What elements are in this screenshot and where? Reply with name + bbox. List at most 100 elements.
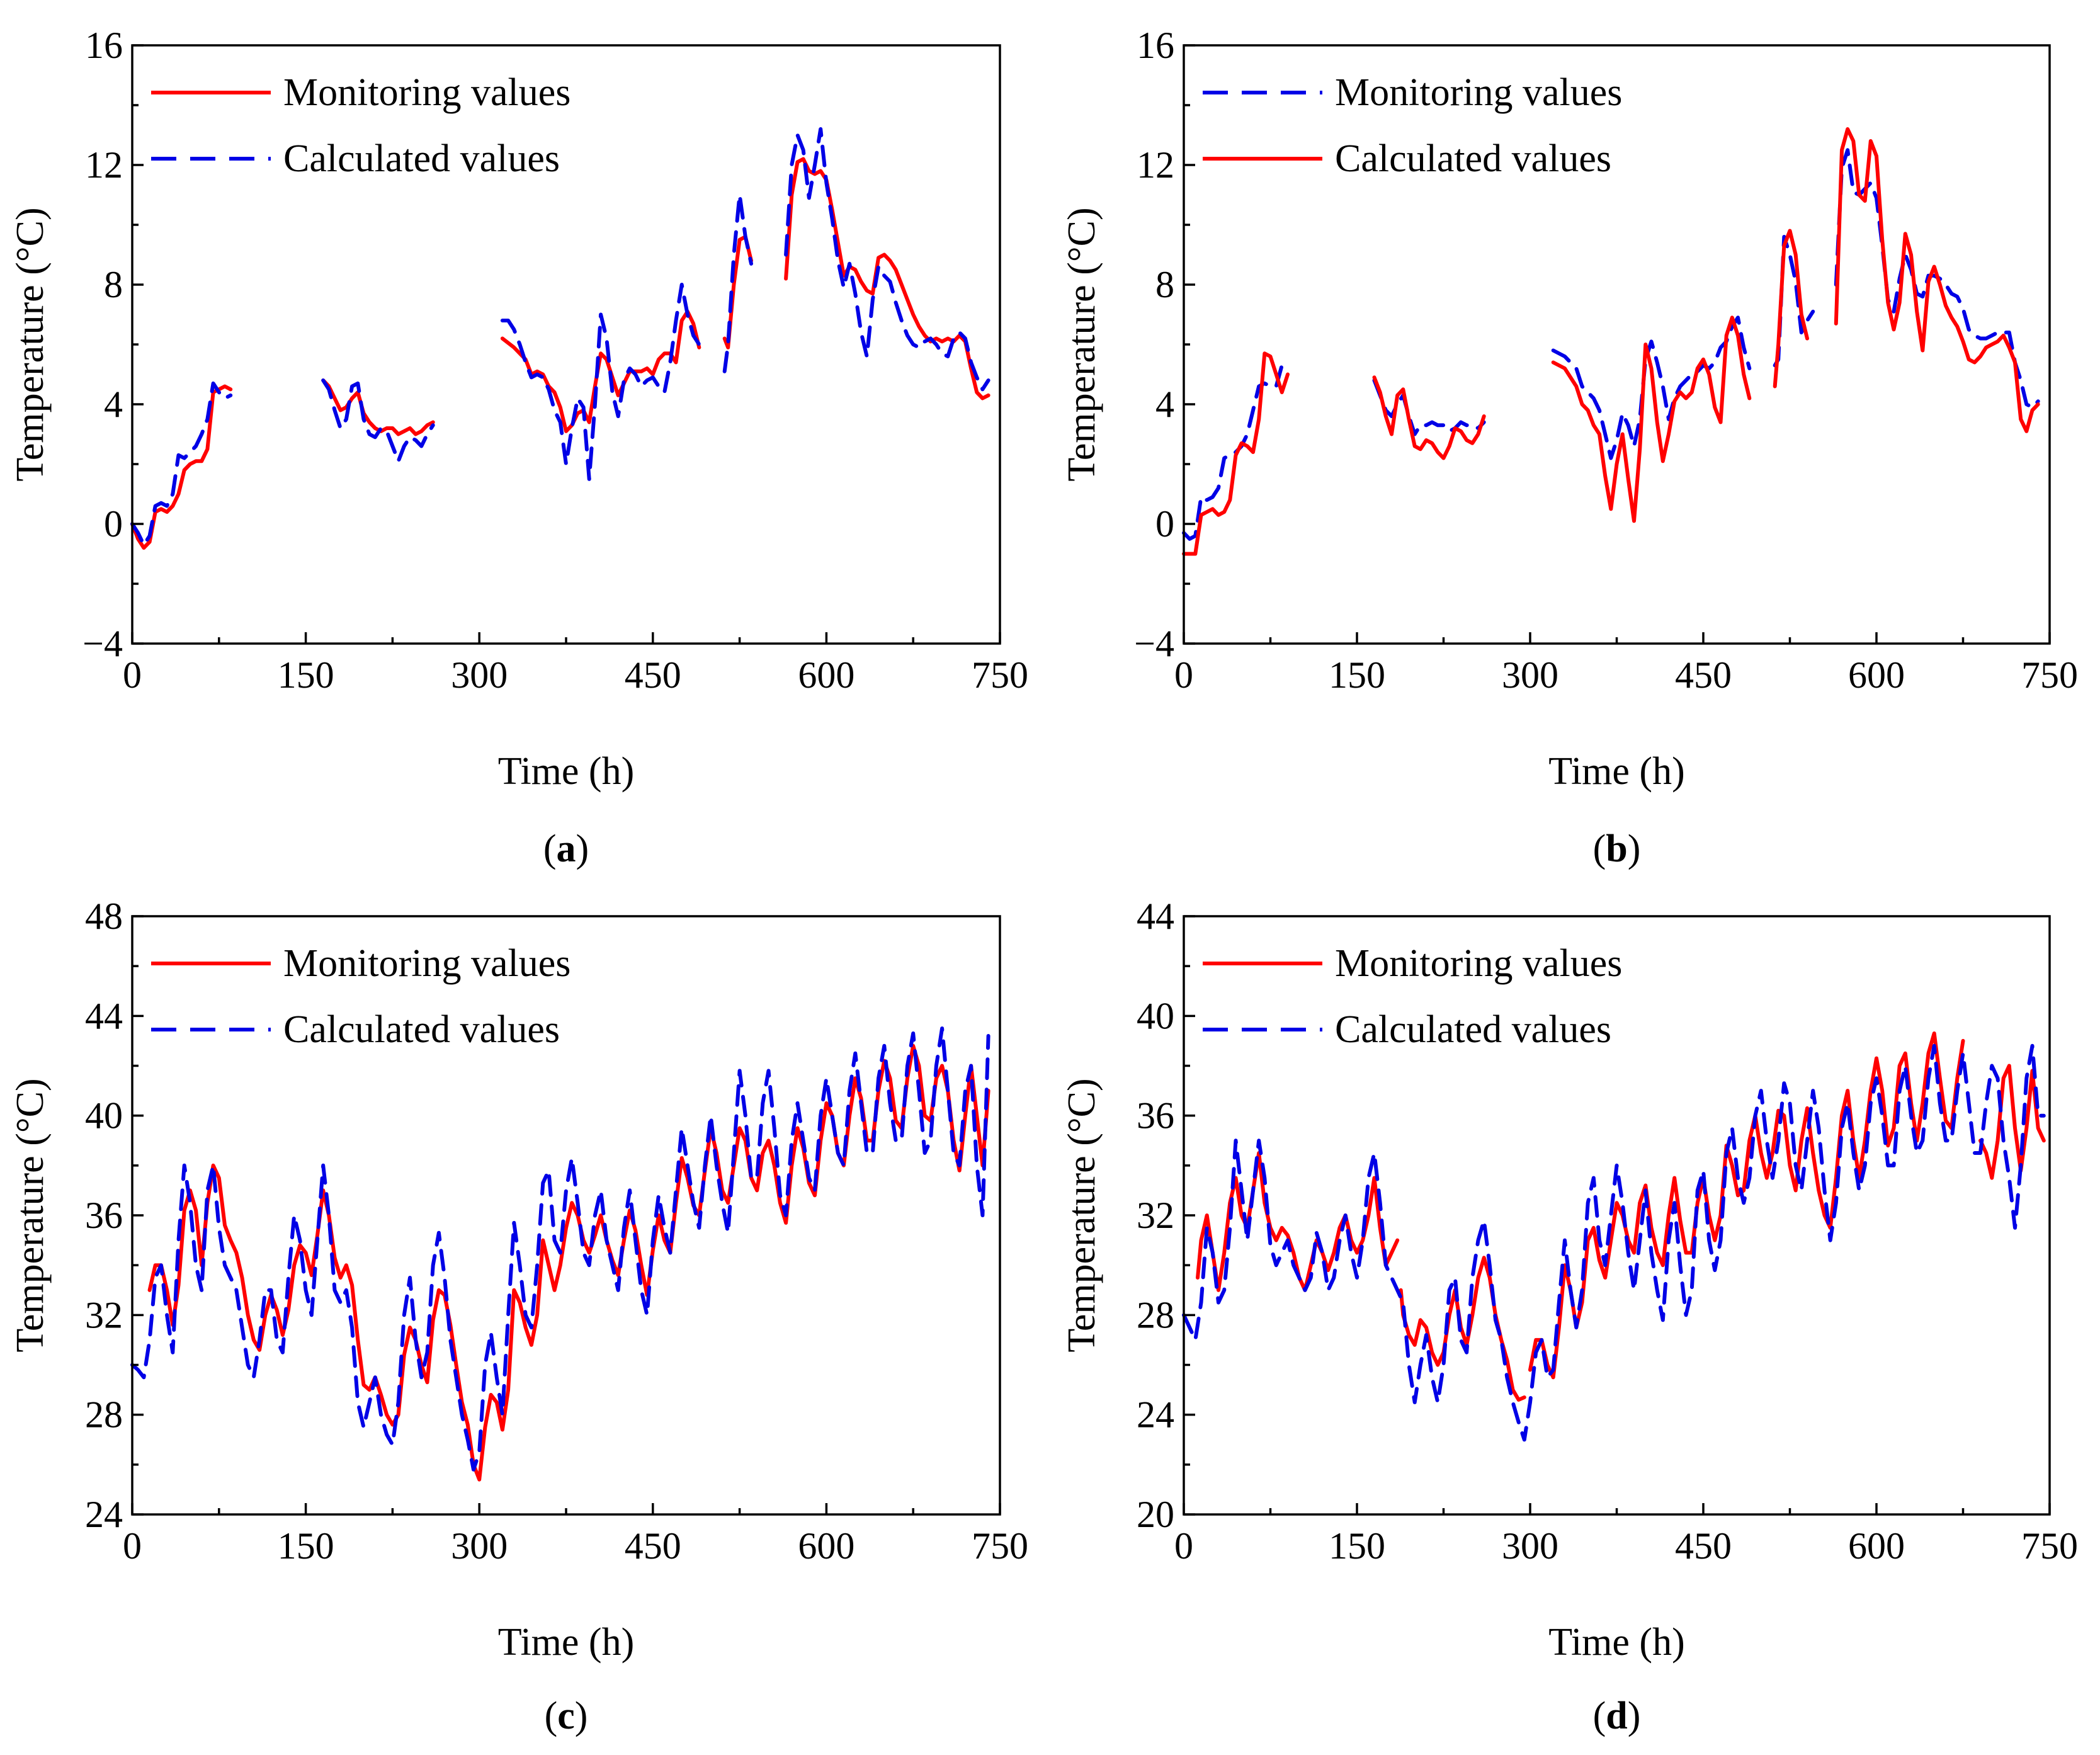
panel-c: 0 150 300 450 600 750 24 28 32 36 40 44 48 Time (h) Te… [9, 895, 1028, 1737]
x-tick-label: 600 [1848, 1525, 1905, 1567]
monitoring-series-line [500, 309, 701, 433]
x-tick-label: 300 [1502, 654, 1558, 696]
x-tick-label: 450 [1675, 654, 1732, 696]
y-tick-label: 44 [1137, 895, 1174, 937]
x-tick-label: 0 [123, 654, 142, 696]
x-axis-title: Time (h) [1548, 1621, 1684, 1664]
legend-label: Monitoring values [1335, 942, 1622, 985]
y-tick-label: 20 [1137, 1494, 1174, 1535]
monitoring-series-line [1978, 1064, 2046, 1180]
legend: Monitoring values Calculated values [151, 71, 570, 180]
calculated-series-line [321, 378, 435, 463]
series-group [130, 1026, 990, 1482]
calculated-series-line [1834, 127, 2040, 433]
panel-label: (a) [543, 827, 589, 870]
y-tick-label: 28 [85, 1394, 123, 1436]
calculated-series-line [1182, 1043, 2046, 1442]
legend-label: Monitoring values [283, 71, 570, 114]
x-tick-label: 0 [1174, 654, 1193, 696]
panel-label-letter: b [1606, 827, 1627, 870]
y-tick-label: 4 [104, 383, 123, 425]
legend-label: Calculated values [283, 137, 560, 180]
y-axis-title: Temperature (°C) [1060, 1078, 1103, 1352]
x-tick-label: 300 [451, 1525, 508, 1567]
monitoring-series-line [130, 384, 233, 550]
y-tick-label: 28 [1137, 1294, 1174, 1336]
y-tick-label: −4 [1134, 623, 1174, 664]
y-tick-label: 16 [1137, 25, 1174, 66]
legend-label: Calculated values [283, 1008, 560, 1051]
legend: Monitoring values Calculated values [1203, 942, 1622, 1051]
y-tick-label: 4 [1155, 383, 1174, 425]
panel-label-letter: d [1606, 1695, 1627, 1737]
x-tick-label: 300 [451, 654, 508, 696]
legend-label: Monitoring values [283, 942, 570, 985]
plot-frame [1183, 915, 2051, 1516]
panel-label: (d) [1593, 1695, 1641, 1737]
calculated-series-line [784, 127, 990, 392]
x-tick-label: 600 [798, 1525, 854, 1567]
y-tick-label: 8 [1155, 264, 1174, 305]
y-tick-label: 44 [85, 995, 123, 1037]
y-tick-label: 0 [1155, 503, 1174, 545]
x-tick-label: 150 [278, 1525, 334, 1567]
x-axis-title: Time (h) [498, 750, 634, 793]
calculated-series-line [1372, 375, 1486, 460]
calculated-series-line [722, 193, 753, 373]
x-tick-label: 450 [625, 1525, 681, 1567]
x-tick-label: 600 [798, 654, 854, 696]
y-tick-label: 16 [85, 25, 123, 66]
plot-frame [1183, 44, 2051, 645]
x-tick-label: 150 [1329, 654, 1385, 696]
panel-label-letter: a [557, 827, 576, 870]
y-tick-label: 32 [85, 1294, 123, 1336]
calculated-series-line [1551, 315, 1752, 523]
y-tick-label: 32 [1137, 1195, 1174, 1236]
panel-d: 0 150 300 450 600 750 20 24 28 32 36 40 44 Time (h) Te… [1060, 895, 2078, 1737]
x-tick-label: 300 [1502, 1525, 1558, 1567]
y-tick-label: 36 [85, 1195, 123, 1236]
x-tick-label: 450 [1675, 1525, 1732, 1567]
y-tick-label: 8 [104, 264, 123, 305]
legend-label: Calculated values [1335, 137, 1611, 180]
x-tick-label: 600 [1848, 654, 1905, 696]
x-tick-label: 450 [625, 654, 681, 696]
calculated-series-line [130, 1026, 990, 1472]
x-axis-title: Time (h) [1548, 750, 1684, 793]
x-tick-label: 0 [1174, 1525, 1193, 1567]
y-tick-label: 40 [85, 1095, 123, 1137]
legend: Monitoring values Calculated values [151, 942, 570, 1051]
panel-label: (c) [545, 1695, 588, 1737]
y-tick-label: 24 [85, 1494, 123, 1535]
monitoring-series-line [1528, 1031, 1965, 1380]
x-axis-title: Time (h) [498, 1621, 634, 1664]
x-tick-label: 150 [278, 654, 334, 696]
series-group [1182, 1031, 2046, 1442]
y-tick-label: 48 [85, 895, 123, 937]
y-axis-title: Temperature (°C) [9, 1078, 52, 1352]
plot-frame [131, 915, 1001, 1516]
legend-label: Calculated values [1335, 1008, 1611, 1051]
panel-label-letter: c [557, 1695, 575, 1737]
y-tick-label: 40 [1137, 995, 1174, 1037]
y-axis-title: Temperature (°C) [9, 207, 52, 481]
series-group [1182, 127, 2040, 556]
y-axis-title: Temperature (°C) [1060, 207, 1103, 481]
series-group [130, 127, 990, 550]
x-tick-label: 750 [2021, 1525, 2078, 1567]
panel-label: (b) [1593, 827, 1641, 870]
y-tick-label: 24 [1137, 1394, 1174, 1436]
y-tick-label: 36 [1137, 1095, 1174, 1137]
legend: Monitoring values Calculated values [1203, 71, 1622, 180]
y-tick-label: −4 [82, 623, 123, 664]
x-tick-label: 750 [972, 654, 1028, 696]
monitoring-series-line [1182, 363, 1284, 541]
x-tick-label: 0 [123, 1525, 142, 1567]
x-tick-label: 750 [2021, 654, 2078, 696]
y-tick-label: 0 [104, 503, 123, 545]
x-tick-label: 750 [972, 1525, 1028, 1567]
calculated-series-line [1182, 351, 1290, 556]
